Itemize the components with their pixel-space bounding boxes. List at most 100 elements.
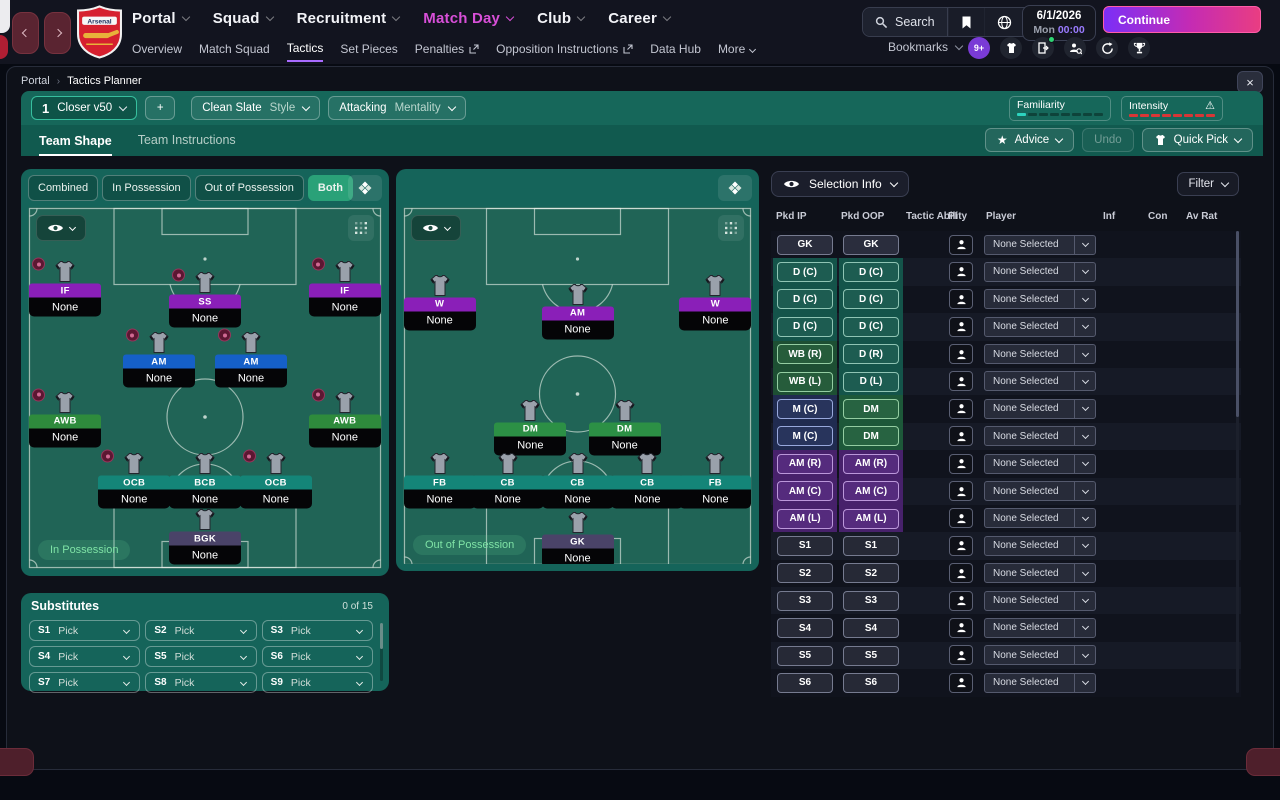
player-role-label[interactable]: W	[403, 297, 476, 312]
player-role-label[interactable]: IF	[29, 283, 102, 298]
sub-slot-s3[interactable]: S3 Pick	[261, 620, 373, 641]
intensity-meter[interactable]: Intensity ⚠	[1121, 96, 1223, 121]
player-role-label[interactable]: FB	[403, 475, 476, 490]
scrollbar-thumb[interactable]	[1236, 231, 1239, 417]
position-chip-ip[interactable]: D (C)	[777, 316, 833, 337]
player-select-dropdown[interactable]: None Selected	[984, 234, 1096, 255]
player-select-dropdown[interactable]: None Selected	[984, 261, 1096, 282]
player-name-label[interactable]: None	[541, 320, 614, 340]
player-name-label[interactable]: None	[215, 368, 288, 388]
player-role-label[interactable]: OCB	[239, 475, 312, 490]
player-role-label[interactable]: CB	[611, 475, 684, 490]
subnav-item-tactics[interactable]: Tactics	[286, 41, 324, 62]
player-role-label[interactable]: BCB	[169, 475, 241, 490]
sub-slot-s9[interactable]: S9 Pick	[261, 672, 373, 693]
position-chip-ip[interactable]: S5	[777, 645, 833, 666]
player-select-dropdown[interactable]: None Selected	[984, 481, 1096, 502]
player-select-dropdown[interactable]: None Selected	[984, 398, 1096, 419]
pitch-tab-in-possession[interactable]: In Possession	[102, 175, 191, 201]
mentality-dropdown[interactable]: Attacking Mentality	[328, 96, 466, 120]
player-select-dropdown[interactable]: None Selected	[984, 508, 1096, 529]
nav-item-club[interactable]: Club	[537, 10, 586, 27]
player-select-dropdown[interactable]: None Selected	[984, 453, 1096, 474]
subnav-item-set-pieces[interactable]: Set Pieces	[340, 42, 397, 61]
nav-item-recruitment[interactable]: Recruitment	[297, 10, 401, 27]
sub-slot-s8[interactable]: S8 Pick	[145, 672, 257, 693]
player-role-label[interactable]: AM	[122, 354, 195, 369]
player-instructions-button[interactable]	[949, 481, 973, 502]
position-chip-ip[interactable]: AM (R)	[777, 453, 833, 474]
tab-team-instructions[interactable]: Team Instructions	[137, 133, 236, 147]
column-header-pkd-ip[interactable]: Pkd IP	[776, 211, 807, 222]
subnav-item-penalties[interactable]: Penalties	[415, 42, 479, 61]
player-name-label[interactable]: None	[29, 297, 102, 317]
forward-button[interactable]	[44, 12, 71, 54]
player-role-label[interactable]: SS	[169, 294, 241, 309]
nav-item-squad[interactable]: Squad	[213, 10, 274, 27]
formation-grid-button[interactable]	[718, 215, 744, 241]
position-chip-oop[interactable]: GK	[843, 234, 899, 255]
player-select-dropdown[interactable]: None Selected	[984, 645, 1096, 666]
player-instructions-button[interactable]	[949, 508, 973, 529]
position-chip-ip[interactable]: D (C)	[777, 289, 833, 310]
position-chip-oop[interactable]: D (C)	[843, 262, 899, 283]
sub-slot-s5[interactable]: S5 Pick	[145, 646, 257, 667]
position-chip-oop[interactable]: S1	[843, 535, 899, 556]
player-slot-bgk[interactable]: BGK None	[169, 508, 241, 565]
player-select-dropdown[interactable]: None Selected	[984, 563, 1096, 584]
pitch-tab-combined[interactable]: Combined	[28, 175, 99, 201]
tactic-slot-dropdown[interactable]: 1 Closer v50	[31, 96, 138, 120]
position-chip-oop[interactable]: DM	[843, 399, 899, 420]
squad-shirt-button[interactable]	[1000, 37, 1022, 59]
position-chip-oop[interactable]: D (L)	[843, 371, 899, 392]
player-role-label[interactable]: AM	[541, 306, 614, 321]
player-name-label[interactable]: None	[494, 436, 567, 456]
player-name-label[interactable]: None	[679, 489, 752, 509]
player-instructions-button[interactable]	[949, 563, 973, 584]
style-dropdown[interactable]: Clean Slate Style	[191, 96, 321, 120]
positional-play-button[interactable]	[348, 175, 382, 201]
player-instructions-button[interactable]	[949, 426, 973, 447]
position-chip-ip[interactable]: S4	[777, 618, 833, 639]
player-role-label[interactable]: BGK	[169, 531, 241, 546]
pitch-tab-both[interactable]: Both	[307, 175, 353, 201]
nav-item-match-day[interactable]: Match Day	[423, 10, 515, 27]
player-instructions-button[interactable]	[949, 453, 973, 474]
position-chip-oop[interactable]: AM (L)	[843, 508, 899, 529]
position-chip-oop[interactable]: D (C)	[843, 289, 899, 310]
continue-button[interactable]: Continue	[1103, 6, 1261, 33]
positional-play-button[interactable]	[718, 175, 752, 201]
player-role-label[interactable]: CB	[471, 475, 544, 490]
player-instructions-button[interactable]	[949, 672, 973, 693]
player-instructions-button[interactable]	[949, 344, 973, 365]
table-scrollbar[interactable]	[1236, 231, 1239, 693]
player-name-label[interactable]: None	[588, 436, 661, 456]
player-slot-fb[interactable]: FB None	[403, 452, 476, 509]
column-header-tactic-ability[interactable]: Tactic Ability	[906, 211, 968, 222]
position-chip-ip[interactable]: GK	[777, 234, 833, 255]
selection-info-dropdown[interactable]: Selection Info	[771, 171, 909, 197]
nav-item-portal[interactable]: Portal	[132, 10, 190, 27]
player-name-label[interactable]: None	[403, 489, 476, 509]
subnav-item-opposition-instructions[interactable]: Opposition Instructions	[496, 42, 633, 61]
back-button[interactable]	[12, 12, 39, 54]
player-role-label[interactable]: DM	[588, 422, 661, 437]
game-date[interactable]: 6/1/2026 Mon 00:00	[1022, 5, 1096, 41]
column-header-player[interactable]: Player	[986, 211, 1017, 222]
player-name-label[interactable]: None	[169, 308, 241, 328]
sub-slot-s4[interactable]: S4 Pick	[29, 646, 141, 667]
pitch-view-options-dropdown[interactable]	[411, 215, 461, 241]
player-role-label[interactable]: GK	[541, 534, 614, 549]
position-chip-oop[interactable]: D (C)	[843, 316, 899, 337]
player-select-dropdown[interactable]: None Selected	[984, 426, 1096, 447]
quick-pick-dropdown[interactable]: Quick Pick	[1141, 128, 1253, 152]
inbox-messages-button[interactable]: 9+	[968, 37, 990, 59]
player-instructions-button[interactable]	[949, 371, 973, 392]
sync-button[interactable]	[1096, 37, 1118, 59]
player-role-label[interactable]: IF	[308, 283, 381, 298]
subnav-item-more[interactable]: More	[718, 42, 757, 61]
substitutes-scrollbar[interactable]	[380, 623, 383, 681]
subnav-item-match-squad[interactable]: Match Squad	[199, 42, 270, 61]
position-chip-ip[interactable]: M (C)	[777, 426, 833, 447]
player-instructions-button[interactable]	[949, 645, 973, 666]
